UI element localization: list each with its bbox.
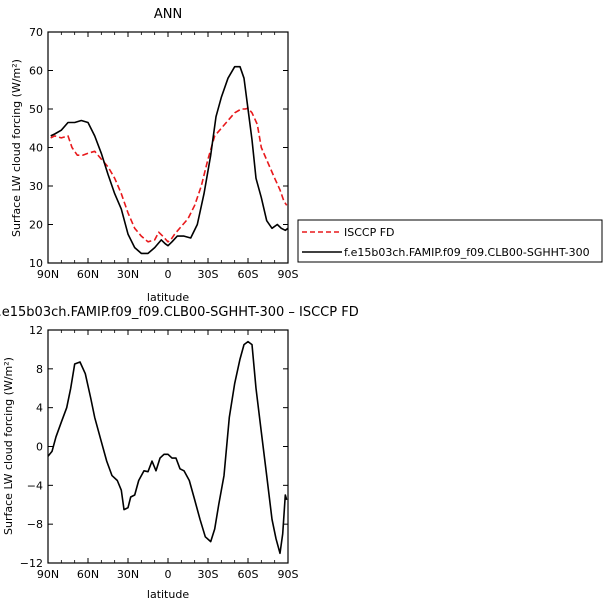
top-x-tick-label: 30N <box>117 268 139 281</box>
bottom-x-axis-label: latitude <box>147 588 189 601</box>
bottom-y-tick-label: −8 <box>27 518 43 531</box>
top-y-tick-label: 30 <box>29 180 43 193</box>
bottom-y-tick-label: 0 <box>36 441 43 454</box>
top-panel-title: ANN <box>154 7 182 22</box>
bottom-y-axis-label: Surface LW cloud forcing (W/m²) <box>2 357 15 535</box>
top-x-tick-label: 0 <box>165 268 172 281</box>
top-series-0-line <box>50 107 288 243</box>
top-y-axis-label: Surface LW cloud forcing (W/m²) <box>10 59 23 237</box>
top-series-1-line <box>50 65 289 255</box>
top-x-tick-label: 90N <box>37 268 59 281</box>
top-x-axis-label: latitude <box>147 291 189 304</box>
bottom-plot-frame <box>47 329 289 564</box>
bottom-x-tick-label: 30N <box>117 568 139 581</box>
legend: ISCCP FD f.e15b03ch.FAMIP.f09_f09.CLB00-… <box>297 219 603 263</box>
legend-label-model: f.e15b03ch.FAMIP.f09_f09.CLB00-SGHHT-300 <box>344 246 590 259</box>
bottom-y-tick-label: 4 <box>36 402 43 415</box>
top-x-tick-label: 90S <box>278 268 299 281</box>
bottom-x-tick-label: 60N <box>77 568 99 581</box>
bottom-y-tick-label: 12 <box>29 324 43 337</box>
top-y-tick-label: 50 <box>29 103 43 116</box>
top-y-tick-label: 40 <box>29 142 43 155</box>
bottom-series-0-line <box>47 340 288 555</box>
top-y-tick-label: 10 <box>29 257 43 270</box>
bottom-panel-title: f.e15b03ch.FAMIP.f09_f09.CLB00-SGHHT-300… <box>0 305 359 320</box>
bottom-y-tick-label: −12 <box>20 557 43 570</box>
top-y-tick-label: 20 <box>29 219 43 232</box>
top-x-tick-label: 60S <box>238 268 259 281</box>
top-y-tick-label: 70 <box>29 26 43 39</box>
bottom-x-tick-label: 0 <box>165 568 172 581</box>
bottom-y-tick-label: −4 <box>27 479 43 492</box>
top-axis-ticks: 90N 60N 30N 0 30S 60S 90S 10 20 30 40 50 60 70 <box>29 26 299 281</box>
bottom-x-tick-label: 60S <box>238 568 259 581</box>
bottom-x-tick-label: 90N <box>37 568 59 581</box>
legend-label-isccp: ISCCP FD <box>344 226 395 239</box>
bottom-y-tick-label: 8 <box>36 363 43 376</box>
bottom-series-lines <box>47 340 288 555</box>
bottom-x-tick-label: 90S <box>278 568 299 581</box>
top-series-lines <box>50 65 289 255</box>
bottom-x-tick-label: 30S <box>198 568 219 581</box>
legend-box <box>297 219 603 263</box>
bottom-panel: f.e15b03ch.FAMIP.f09_f09.CLB00-SGHHT-300… <box>0 305 359 601</box>
top-y-tick-label: 60 <box>29 65 43 78</box>
top-x-tick-label: 30S <box>198 268 219 281</box>
top-x-tick-label: 60N <box>77 268 99 281</box>
bottom-axis-ticks: 90N 60N 30N 0 30S 60S 90S −12 −8 −4 0 4 8 12 <box>20 324 299 581</box>
top-panel: ANN 90N 60N 30N 0 30S 60S 90S 10 20 30 40 50 60 70 la… <box>10 7 299 304</box>
